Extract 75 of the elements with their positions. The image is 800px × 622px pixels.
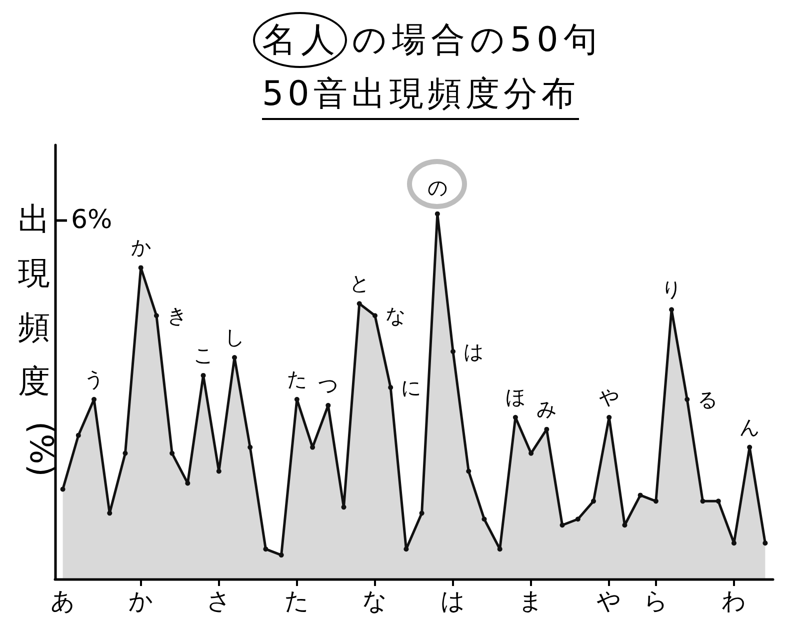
point	[404, 546, 409, 552]
point	[716, 498, 721, 504]
point	[170, 450, 175, 456]
point	[122, 450, 128, 456]
point	[653, 498, 658, 504]
data-label: に	[401, 375, 422, 400]
point	[638, 492, 643, 498]
point	[200, 372, 206, 378]
point	[92, 396, 97, 402]
x-tick-label: や	[596, 587, 622, 615]
point	[622, 522, 628, 528]
point	[497, 546, 502, 552]
data-label: や	[599, 384, 620, 409]
point	[388, 384, 394, 390]
point	[154, 313, 159, 318]
point	[606, 414, 612, 420]
data-label: は	[464, 340, 484, 364]
point	[76, 432, 81, 438]
data-label: こ	[193, 342, 214, 367]
point	[216, 468, 222, 474]
data-label: ほ	[505, 384, 526, 409]
chart-title: 名人の場合の50句	[262, 19, 602, 62]
data-label: ん	[740, 414, 760, 439]
point	[512, 414, 518, 420]
data-label: し	[224, 325, 244, 350]
point	[700, 498, 706, 504]
y-tick-label: 6%	[71, 204, 112, 235]
point	[294, 396, 300, 402]
point	[482, 516, 487, 522]
x-tick-label: た	[284, 587, 310, 615]
point	[684, 396, 690, 402]
data-label: つ	[318, 372, 338, 397]
point	[107, 510, 112, 516]
x-tick-label: ま	[518, 587, 544, 615]
x-tick-label: か	[128, 587, 154, 615]
data-label: う	[84, 366, 104, 391]
point	[138, 265, 144, 270]
point	[731, 540, 736, 546]
point	[560, 522, 565, 528]
point	[326, 402, 331, 408]
point	[419, 510, 424, 516]
point	[248, 444, 253, 450]
data-label: る	[698, 387, 718, 412]
data-label: き	[166, 304, 187, 328]
point	[263, 546, 268, 552]
point	[356, 301, 362, 306]
point	[575, 516, 580, 522]
x-tick-label: は	[440, 587, 466, 615]
point	[669, 307, 674, 312]
data-label: か	[130, 235, 151, 260]
x-tick-label: さ	[206, 587, 232, 615]
x-tick-label: わ	[721, 587, 746, 615]
data-label: と	[349, 271, 370, 296]
x-tick-label: な	[362, 587, 388, 615]
point	[747, 444, 752, 450]
data-label: り	[662, 277, 682, 302]
point	[544, 426, 550, 432]
x-tick-label: ら	[643, 587, 668, 615]
data-label: の	[427, 175, 448, 200]
point	[60, 486, 66, 492]
point	[278, 552, 284, 558]
point	[185, 480, 190, 486]
point	[341, 504, 346, 510]
y-axis-title: 出現頻度(%)	[17, 199, 62, 477]
point	[762, 540, 768, 546]
chart-subtitle: 50音出現頻度分布	[262, 72, 580, 120]
point	[466, 468, 472, 474]
point	[591, 498, 596, 504]
data-label: た	[286, 366, 307, 391]
data-label: な	[385, 304, 406, 328]
data-label: み	[536, 396, 557, 421]
point	[372, 313, 378, 318]
point	[450, 349, 456, 354]
point	[434, 211, 440, 216]
x-tick-label: あ	[50, 587, 76, 615]
